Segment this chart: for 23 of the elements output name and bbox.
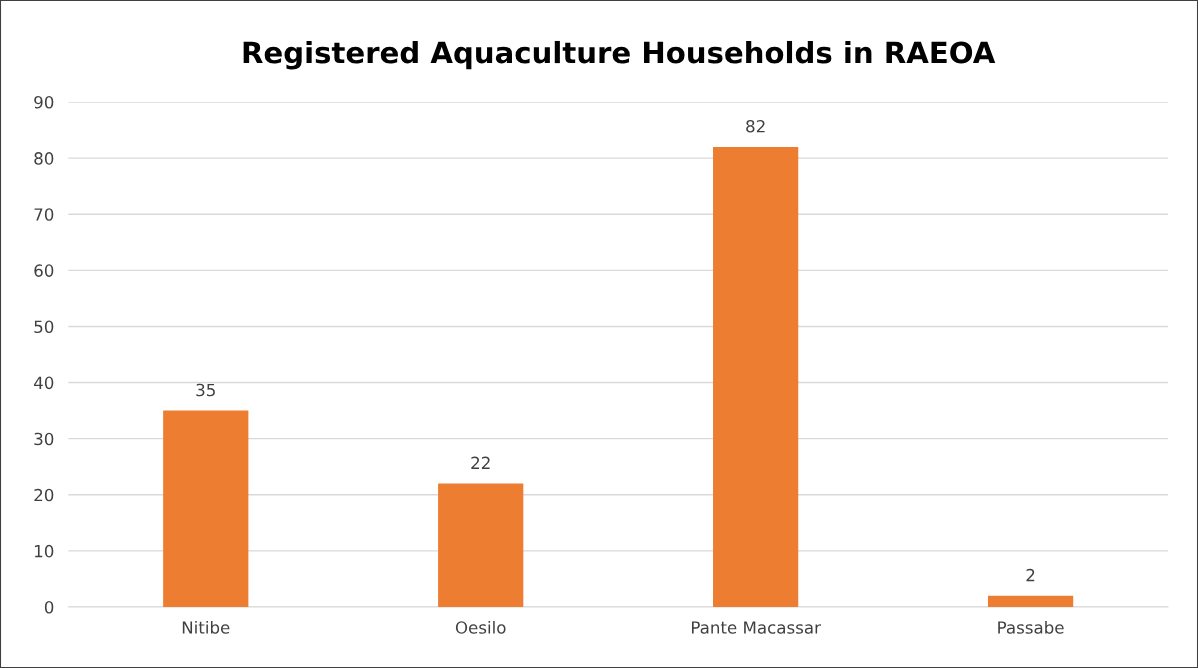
y-tick-label: 50 <box>34 320 54 334</box>
x-tick-label: Pante Macassar <box>691 621 821 634</box>
y-tick-label: 20 <box>34 488 54 502</box>
x-tick-label: Passabe <box>998 620 1064 634</box>
x-tick-label: Oesilo <box>455 620 506 634</box>
y-tick-label: 70 <box>34 208 54 221</box>
bar <box>713 146 799 608</box>
data-label: 22 <box>471 456 490 469</box>
chart-title: Registered Aquaculture Households in RAEOA <box>243 40 996 70</box>
y-tick-label: 30 <box>34 432 54 446</box>
data-label: 35 <box>196 383 215 397</box>
bar <box>438 483 524 608</box>
y-tick-label: 0 <box>44 600 54 614</box>
y-tick-label: 10 <box>35 544 54 558</box>
x-tick-label: Nitibe <box>182 620 230 634</box>
y-tick-label: 90 <box>34 95 54 109</box>
bar <box>163 410 249 608</box>
data-label: 82 <box>746 119 765 133</box>
y-tick-label: 80 <box>34 152 54 165</box>
y-tick-label: 60 <box>34 264 54 277</box>
bar <box>987 595 1074 608</box>
data-label: 2 <box>1026 568 1035 582</box>
y-tick-label: 40 <box>34 376 54 390</box>
